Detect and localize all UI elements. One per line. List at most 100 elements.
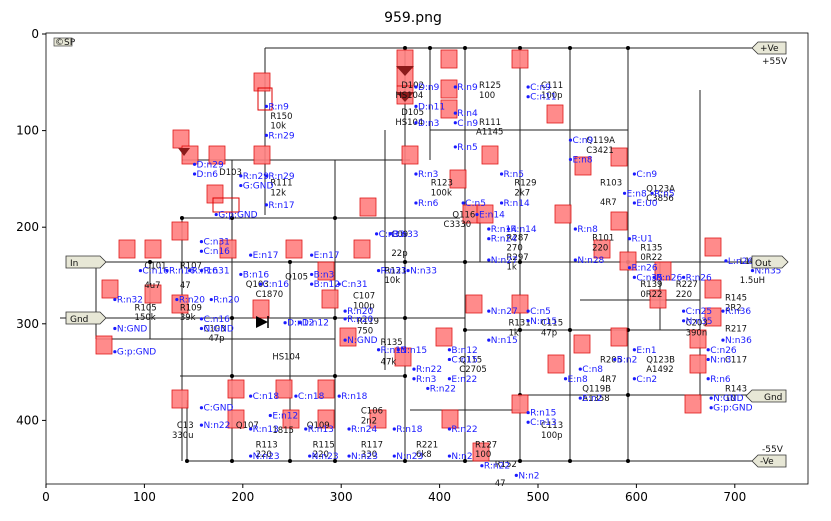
component-value-label: 4R7 [600,198,617,208]
net-label-dot [304,427,308,431]
net-label-dot [199,423,204,427]
net-label-dot [192,162,197,166]
component-value-label: R143 [725,384,747,394]
net-label: R:n26 [631,264,657,274]
net-label: N:n23 [253,452,280,462]
net-label-dot [209,297,213,302]
net-label-dot [682,275,686,279]
net-label-dot [337,394,341,398]
component-value-label: R139 [640,280,662,290]
net-label-dot [721,309,725,313]
component-value-label: 390n [686,328,708,338]
net-label: E:n8 [568,375,588,385]
component-value-label: C1870 [256,290,284,300]
net-label: R:n3 [418,170,438,180]
component-value-label: 100p [541,91,563,101]
net-label: C:n9 [572,136,593,146]
out-label: Out [755,259,772,269]
component-value-label: 1k [507,263,517,273]
component-value-label: R111 [270,179,292,189]
y-tick-label: 100 [16,124,39,138]
plot-frame [45,32,809,485]
net-label-dot [175,297,179,302]
net-label-dot [414,85,418,89]
net-label: E:n8 [572,155,592,165]
component-value-label: D105 [401,108,424,118]
net-label: E:n2 [582,394,602,404]
port-vminus: -Ve -55V [751,445,787,468]
component-value-label: R135 [381,338,403,348]
net-label-dot [526,410,530,415]
net-label-dot [526,85,530,89]
net-label-dot [487,258,491,262]
net-label-dot [499,201,504,205]
component-value-label: R123 [431,179,453,189]
gnd-right-label: Gnd [764,393,782,403]
component-value-label: 100p [541,431,563,441]
component-value-label: C2705 [459,365,487,375]
net-label-dot [650,191,654,195]
net-label: G:GND [243,182,274,192]
component-value-label: 0R22 [640,253,662,263]
component-value-label: A1358 [582,394,609,404]
component-value-label: 150k [135,313,156,323]
net-label: R:n15 [530,409,556,419]
net-label-dot [563,377,568,381]
net-label: N:GND [347,336,377,346]
component-value-label: Q105 [285,272,308,282]
component-value-label: C13 [177,421,194,431]
net-label: R:n22 [430,384,456,394]
vplus-label: +Ve [760,44,779,54]
component-value-label: 1815 [272,426,294,436]
net-label-dot [487,309,491,313]
net-label-dot [447,427,452,431]
net-label-dot [461,201,465,205]
component-value-label: HS104 [395,118,423,128]
net-label: C:n31 [341,280,367,290]
net-label: C:n31 [203,238,229,248]
y-tick-label: 300 [16,317,39,331]
net-label: R:n13 [253,425,279,435]
net-label-dot [573,227,577,231]
vminus-value: -55V [762,445,784,455]
port-logo: ©SP [53,37,76,48]
component-value-label: R217 [725,325,747,335]
net-label-dot [627,266,632,270]
y-tick-label: 400 [16,413,39,427]
net-label-dot [264,203,268,207]
net-label-dot [412,367,416,371]
net-label-dot [347,427,351,431]
in-label: In [70,259,78,269]
component-value-label: 100p [353,301,375,311]
component-value-label: C103 [203,325,225,335]
net-label: R:n22 [451,425,477,435]
net-label-dot [199,249,204,253]
component-value-label: R297 [507,253,529,263]
component-value-label: 100k [431,188,452,198]
component-value-label: Q116 [452,211,475,221]
component-value-label: A1145 [476,127,503,137]
net-label: B:n3 [314,270,335,280]
component-value-label: Q115 [459,355,482,365]
net-label: R:n14 [510,225,536,235]
net-label: C:n16 [203,315,230,325]
wiring [60,47,752,462]
component-value-label: HS104 [395,91,423,101]
net-label: N:n3 [710,355,731,365]
net-label-dot [310,253,314,257]
net-label: C:n5 [530,307,551,317]
net-label: C:n5 [465,199,486,209]
port-gnd-left: Gnd [65,311,107,325]
net-label-dot [192,172,197,176]
component-value-label: L101 [740,257,761,267]
net-label: E:n14 [479,211,505,221]
net-label-dot [709,396,713,400]
net-label: R:n16 [169,267,195,277]
net-label: R:n15 [381,346,407,356]
component-value-label: R117 [361,440,383,450]
net-label: R:n24 [491,235,517,245]
component-value-label: R221 [416,440,438,450]
component-value-label: 220 [592,243,608,253]
